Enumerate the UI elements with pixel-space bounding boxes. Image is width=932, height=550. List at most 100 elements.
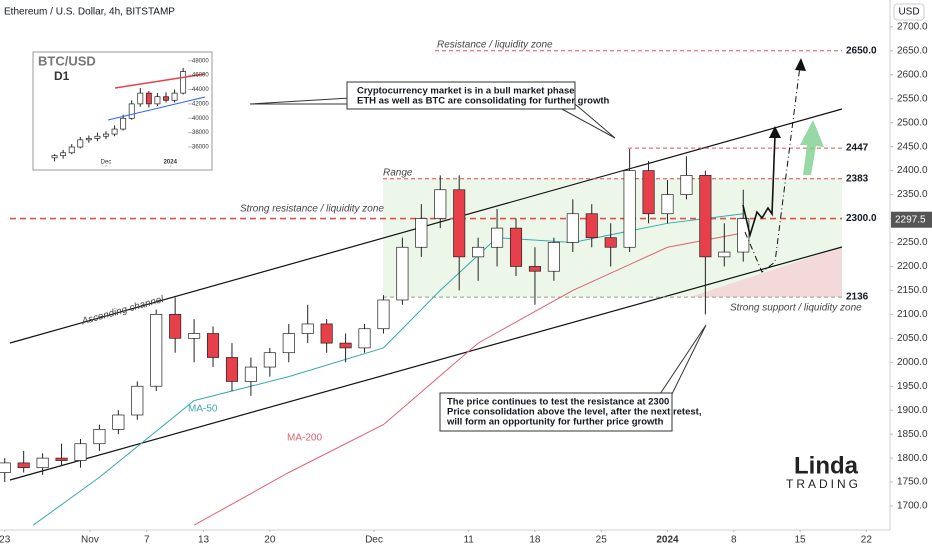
x-tick-label: 18 [529,535,541,546]
annotation: will form an opportunity for further pri… [446,417,664,428]
x-tick-label: 20 [264,535,276,546]
annotation: ETH as well as BTC are consolidating for… [357,96,610,107]
candle-body [103,133,109,137]
series-label: MA-50 [188,404,218,415]
last-price-label: 2297.5 [895,214,926,225]
last-price-box [891,211,932,228]
y-tick-label: 1800.0 [897,453,928,464]
inset-subtitle: D1 [54,69,70,83]
y-tick-label: 2000.0 [897,357,928,368]
inset-channel [107,96,206,121]
brand: TRADING [786,477,861,491]
candle-body [528,266,541,272]
candle-body [137,92,144,105]
y-tick-label: 46000 [192,73,209,79]
candle-body [320,323,333,344]
growth-arrow [800,120,824,175]
candle-body [85,138,92,141]
x-tick-label: 11 [463,535,474,546]
inset-title: BTC/USD [38,53,96,68]
y-tick-label: 42000 [192,101,209,107]
x-tick-label: 2024 [656,535,679,546]
x-tick-label: 22 [861,535,873,546]
candle-body [301,323,314,334]
plot [0,50,842,526]
x-tick-label: Nov [81,535,99,546]
y-tick-label: 2700.0 [897,21,928,32]
support-zone [690,247,842,297]
x-tick-label: Dec [101,160,112,166]
currency-button[interactable] [893,3,925,21]
annotation: Cryptocurrency market is in a bull marke… [357,86,575,97]
y-tick-label: 40000 [192,116,209,122]
candle-body [74,443,87,461]
x-tick-label: Dec [365,535,383,546]
candle-body [263,352,276,368]
y-tick-label: 1950.0 [897,381,928,392]
candle-body [509,227,523,267]
candle-body [188,333,201,339]
candle-body [36,457,49,469]
y-tick-label: 2450.0 [897,141,928,152]
candle-body [377,299,390,330]
candle-body [163,96,169,101]
candle-body [453,189,466,258]
y-tick-label: 2550.0 [897,93,928,104]
candle-body [225,357,238,382]
candle-body [128,103,135,119]
y-tick-label: 36000 [192,145,209,151]
x-tick-label: 23 [0,535,11,546]
candle-body [491,227,504,248]
ma-line [193,232,744,526]
annotation: Price consolidation above the level, aft… [447,407,701,418]
candle-body [661,194,674,215]
x-tick-label: 25 [596,535,608,546]
y-tick-label: 2100.0 [897,309,928,320]
candle-body [111,128,118,135]
candle-body [0,462,11,473]
y-tick-label: 1850.0 [897,429,928,440]
candle-body [60,152,67,157]
candle-body [604,237,617,248]
level-label: 2447 [846,143,869,154]
candle-body [339,342,352,349]
y-tick-label: 2050.0 [897,333,928,344]
y-tick-label: 2200.0 [897,261,928,272]
y-tick-label: 2650.0 [897,45,928,56]
inset-channel [114,73,206,89]
annotation: Strong support / liquidity zone [730,303,862,314]
candle-body [585,213,598,239]
candle-body [415,218,428,248]
candle-body [112,414,125,430]
annotation: Strong resistance / liquidity zone [240,204,384,215]
candle-body [718,251,731,258]
candle-body [623,170,636,248]
chart-title: Ethereum / U.S. Dollar, 4h, BITSTAMP [4,7,175,18]
y-tick-label: 44000 [192,87,209,93]
y-tick-label: 2150.0 [897,285,928,296]
candle-body [680,175,693,195]
candle-body [131,385,144,416]
y-tick-label: 38000 [192,130,209,136]
currency[interactable]: USD [898,7,919,18]
candle-body [55,457,68,461]
x-tick-label: 8 [731,535,737,546]
arrow-head [795,58,806,71]
candle-body [150,314,163,387]
candle-body [17,462,30,469]
level-label: 2383 [846,173,869,184]
candle-body [77,139,84,148]
candle-body [145,92,152,105]
channel-lower [9,246,843,481]
y-tick-label: 48000 [192,58,209,64]
x-tick-label: 15 [794,535,806,546]
candle-body [51,155,58,159]
candle-body [642,170,655,215]
candle-body [120,117,127,130]
y-tick-label: 2250.0 [897,237,928,248]
level-label: 2300.0 [846,213,877,224]
annotation: Range [383,168,413,179]
y-tick-label: 2400.0 [897,165,928,176]
brand: Linda [794,452,859,479]
